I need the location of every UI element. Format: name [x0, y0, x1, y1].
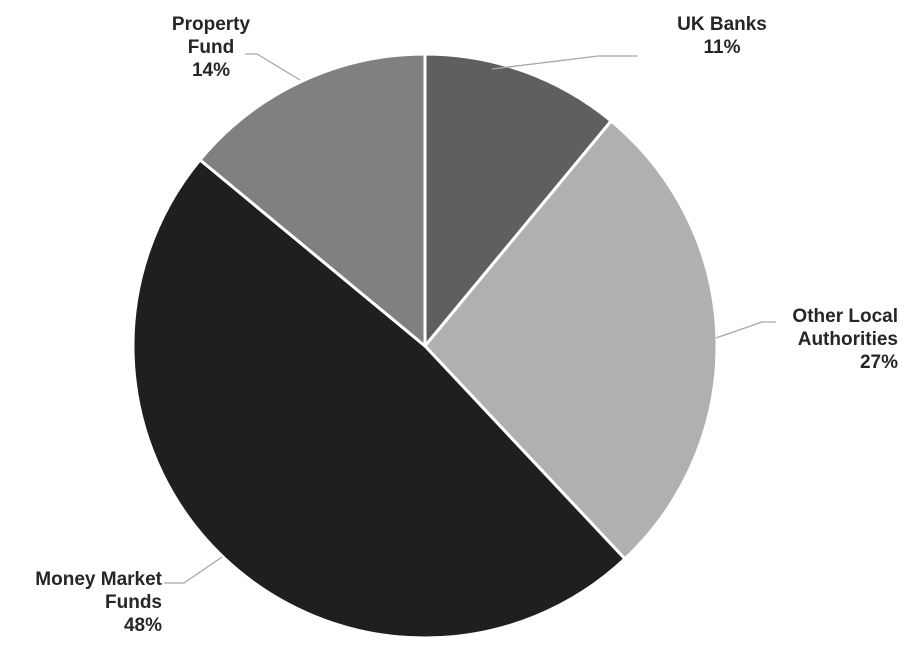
slice-percent-label: 27% — [860, 352, 898, 373]
slice-label-property-fund: Property Fund 14% — [172, 14, 251, 81]
pie-slice-money-market-funds — [131, 158, 627, 640]
leader-line-other-local-authorities — [715, 321, 776, 339]
slice-name-line: Authorities — [798, 329, 898, 350]
slice-percent-label: 11% — [704, 37, 741, 58]
slice-name-line: UK Banks — [677, 14, 767, 35]
slice-name-line: Other Local — [792, 306, 898, 327]
slice-percent-label: 14% — [192, 60, 230, 81]
leader-lines — [164, 53, 776, 584]
leader-line-uk-banks — [491, 55, 638, 70]
leader-line-property-fund — [245, 53, 301, 81]
pie-slice-property-fund — [198, 52, 427, 348]
slice-name-line: Money Market — [35, 569, 162, 590]
slice-name-line: Fund — [188, 37, 234, 58]
slice-labels: UK Banks 11% Other Local Authorities 27% Mone… — [35, 14, 898, 636]
pie-slices — [131, 52, 719, 640]
slice-label-other-local-authorities: Other Local Authorities 27% — [792, 306, 898, 373]
slice-percent-label: 48% — [124, 615, 162, 636]
slice-label-uk-banks: UK Banks 11% — [677, 14, 767, 58]
slice-name-line: Funds — [105, 592, 162, 613]
pie-slice-other-local-authorities — [423, 119, 719, 561]
slice-name-line: Property — [172, 14, 251, 35]
pie-slice-uk-banks — [423, 52, 613, 348]
leader-line-money-market-funds — [164, 556, 223, 584]
slice-label-money-market-funds: Money Market Funds 48% — [35, 569, 162, 636]
